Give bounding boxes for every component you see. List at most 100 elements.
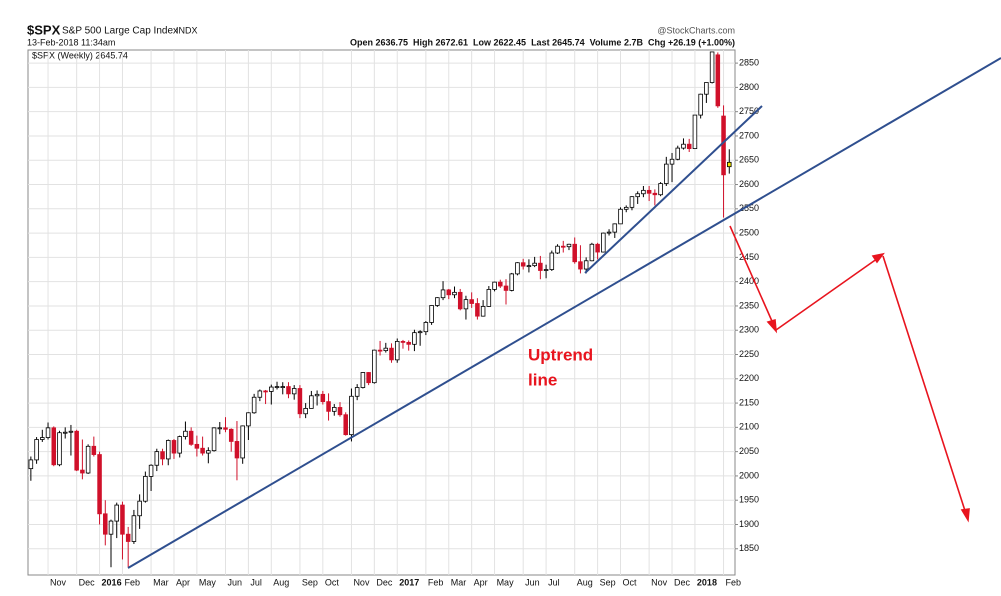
plot: 1850 1900 1950 2000 2050 2100 2150 2200 2250 2300… [28, 50, 759, 587]
y-tick-label: 2300 [739, 325, 759, 335]
candle-body [658, 183, 663, 196]
candle-body [675, 147, 681, 160]
candle-body [217, 427, 223, 430]
candle-body [108, 520, 114, 535]
candle-body [183, 430, 188, 437]
x-tick-label: Aug [273, 577, 289, 587]
candle-body [509, 273, 514, 291]
x-tick-label: Nov [651, 577, 668, 587]
x-tick-label: May [199, 577, 217, 587]
y-tick-label: 2000 [739, 470, 759, 480]
arrow-head [871, 252, 885, 264]
candle-body [274, 386, 280, 388]
candle-body [440, 289, 446, 299]
candle-body [337, 407, 343, 416]
candle-body [383, 347, 389, 352]
candle-body [228, 428, 234, 442]
candle-body [366, 372, 371, 384]
candle-body [623, 206, 629, 210]
candle-body [646, 189, 652, 194]
x-tick-label: Feb [124, 577, 140, 587]
arrow [882, 255, 968, 518]
legend: $SPX (Weekly) 2645.74 [32, 50, 128, 60]
x-tick-label: Jun [228, 577, 243, 587]
candle-body [286, 386, 291, 395]
candle-body [377, 349, 383, 352]
candle-body [200, 447, 205, 454]
candle-body [543, 269, 549, 271]
candle-body [114, 504, 119, 522]
x-tick-label: Apr [474, 577, 488, 587]
candle-body [297, 388, 303, 415]
candle-body [727, 161, 732, 168]
candle-body [303, 408, 308, 415]
candle-body [103, 513, 108, 535]
exchange: INDX [176, 25, 198, 35]
x-tick-label: Feb [726, 577, 742, 587]
candle-body [629, 196, 635, 208]
candle-body [160, 451, 165, 460]
candle-body [234, 441, 240, 459]
candle-body [51, 427, 57, 466]
y-tick-label: 2750 [739, 106, 759, 116]
candle-body [469, 299, 474, 304]
candle-body [280, 386, 286, 388]
y-tick-label: 2450 [739, 252, 759, 262]
y-tick-label: 2700 [739, 130, 759, 140]
x-tick-label: Oct [623, 577, 638, 587]
candle-body [446, 289, 452, 296]
candle-body [332, 407, 337, 412]
candle-body [492, 281, 497, 290]
candle-body [154, 451, 160, 466]
quote-line: Open 2636.75 High 2672.61 Low 2622.45 La… [350, 37, 735, 47]
candle-body [165, 440, 171, 460]
candle-body [475, 303, 480, 317]
candle-body [269, 386, 274, 392]
candle-body [34, 439, 39, 461]
candle-body [664, 163, 669, 184]
y-tick-label: 2600 [739, 179, 759, 189]
x-tick-label: Feb [428, 577, 444, 587]
candle-body [606, 231, 612, 234]
x-tick-label: Sep [302, 577, 318, 587]
forecast-arrows [729, 225, 970, 523]
candle-body [291, 388, 297, 395]
candle-body [40, 437, 45, 440]
y-tick-label: 2050 [739, 446, 759, 456]
candle-body [28, 459, 34, 470]
source: @StockCharts.com [657, 25, 735, 35]
x-tick-label: 2017 [399, 577, 419, 587]
candle-body [194, 443, 200, 449]
x-tick-label: Dec [376, 577, 393, 587]
candle-body [85, 445, 91, 474]
candle-body [148, 464, 154, 477]
candle-body [97, 454, 102, 515]
candle-body [721, 115, 726, 176]
x-tick-label: Aug [577, 577, 593, 587]
candle-body [583, 260, 589, 270]
candle-body [62, 431, 68, 434]
candle-body [246, 412, 251, 427]
arrow [775, 255, 882, 331]
candle-body [188, 430, 194, 445]
x-tick-label: Jun [525, 577, 540, 587]
candle-body [572, 243, 577, 263]
candle-body [314, 393, 320, 397]
candle-body [560, 245, 566, 248]
candle-body [91, 445, 97, 455]
candle-body [309, 395, 314, 409]
y-tick-label: 2650 [739, 155, 759, 165]
candle-body [417, 331, 423, 334]
y-tick-label: 2100 [739, 422, 759, 432]
y-tick-label: 2500 [739, 227, 759, 237]
x-tick-label: Nov [353, 577, 370, 587]
y-tick-label: 1900 [739, 519, 759, 529]
trend-line [127, 57, 1001, 569]
y-tick-label: 2850 [739, 57, 759, 67]
candle-body [372, 349, 377, 384]
x-tick-label: 2018 [697, 577, 717, 587]
candle-body [457, 291, 463, 310]
candle-body [503, 285, 509, 291]
candle-body [532, 262, 537, 267]
